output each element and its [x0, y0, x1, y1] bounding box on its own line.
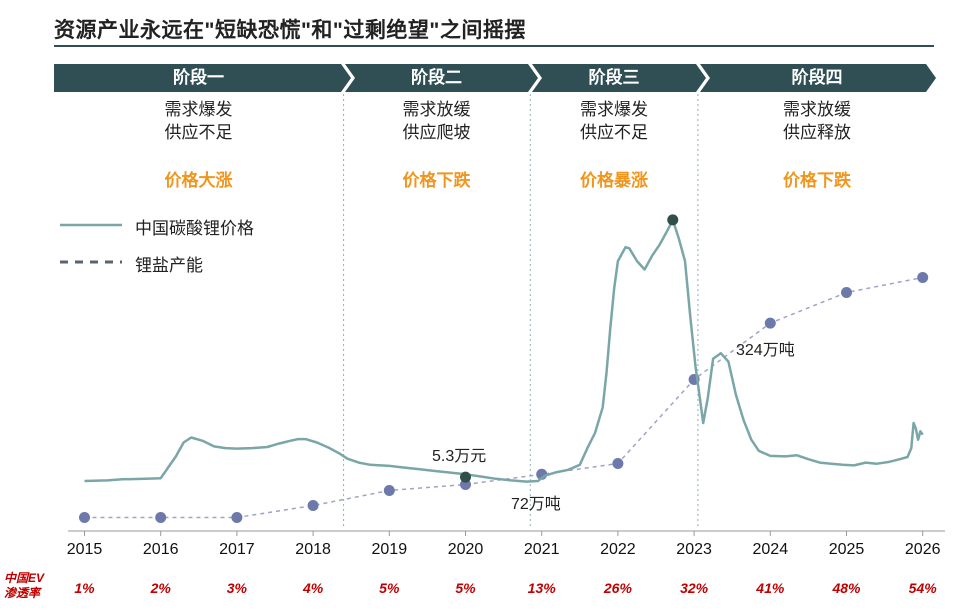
- x-tick-label-2020: 2020: [447, 541, 484, 558]
- x-tick-label-2017: 2017: [219, 541, 255, 558]
- ev-penetration-2020: 5%: [455, 580, 476, 596]
- x-tick-label-2023: 2023: [676, 541, 712, 558]
- ev-penetration-2024: 41%: [756, 580, 785, 596]
- x-tick-label-2016: 2016: [142, 541, 179, 558]
- ev-label-line2: 渗透率: [4, 586, 41, 600]
- phase-2-chevron: [345, 64, 538, 92]
- legend-capacity-label: 锂盐产能: [135, 256, 203, 275]
- phase-3-supply: 供应不足: [580, 123, 648, 142]
- phase-4-label: 阶段四: [791, 68, 843, 87]
- x-tick-label-2026: 2026: [904, 541, 941, 558]
- phase-4-price-trend: 价格下跌: [783, 171, 851, 190]
- ev-penetration-2015: 1%: [74, 580, 95, 596]
- phase-2-price-trend: 价格下跌: [402, 171, 471, 190]
- legend-price-label: 中国碳酸锂价格: [135, 219, 254, 238]
- ev-penetration-2026: 54%: [908, 580, 937, 596]
- phase-3-demand: 需求爆发: [580, 100, 648, 119]
- capacity-point-2025: [841, 287, 852, 298]
- phase-4-demand: 需求放缓: [783, 100, 851, 119]
- x-tick-label-2018: 2018: [295, 541, 331, 558]
- capacity-line: [84, 276, 923, 519]
- chart-title: 资源产业永远在"短缺恐慌"和"过剩绝望"之间摇摆: [54, 19, 526, 42]
- ev-penetration-2025: 48%: [832, 580, 861, 596]
- ev-penetration-2023: 32%: [680, 580, 709, 596]
- phase-1-chevron: [54, 64, 351, 92]
- ev-penetration-2019: 5%: [379, 580, 400, 596]
- price-series: [84, 214, 924, 483]
- capacity-series: [79, 272, 929, 523]
- phase-2-supply: 供应爬坡: [402, 123, 471, 142]
- annotation-price-low: 5.3万元: [432, 448, 487, 465]
- phase-1-supply: 供应不足: [164, 123, 233, 142]
- ev-penetration-label: 中国EV 渗透率: [4, 571, 68, 601]
- phase-4-chevron: [700, 64, 936, 92]
- phase-4-supply: 供应释放: [783, 123, 851, 142]
- phase-header-bar: [54, 64, 936, 92]
- ev-penetration-2018: 4%: [302, 580, 324, 596]
- capacity-point-2016: [155, 512, 167, 523]
- capacity-point-2022: [612, 458, 624, 469]
- x-tick-label-2021: 2021: [523, 541, 560, 558]
- phase-2-label: 阶段二: [411, 68, 462, 87]
- phase-boundaries: [343, 94, 699, 529]
- x-tick-label-2015: 2015: [66, 541, 103, 558]
- price-low-marker: [460, 471, 471, 483]
- phase-3-description: 需求爆发 供应不足: [530, 98, 698, 144]
- ev-penetration-2022: 26%: [603, 580, 632, 596]
- phase-3-price-trend: 价格暴涨: [580, 171, 648, 190]
- phase-2-demand: 需求放缓: [402, 100, 471, 119]
- phase-3-label: 阶段三: [588, 68, 640, 87]
- ev-penetration-2017: 3%: [226, 580, 247, 596]
- capacity-point-2024: [764, 317, 776, 329]
- capacity-point-2026: [917, 272, 929, 283]
- phase-1-description: 需求爆发 供应不足: [54, 98, 343, 144]
- capacity-point-2015: [79, 512, 90, 523]
- annotation-capacity-2021: 72万吨: [511, 496, 561, 513]
- phase-3-chevron: [532, 64, 706, 92]
- ev-penetration-2016: 2%: [150, 580, 171, 596]
- x-tick-label-2019: 2019: [371, 541, 408, 558]
- ev-label-line1: 中国EV: [4, 571, 45, 585]
- capacity-point-2017: [231, 512, 243, 523]
- ev-penetration-2021: 13%: [527, 580, 556, 596]
- phase-1-price-trend: 价格大涨: [164, 171, 233, 190]
- capacity-point-2018: [307, 500, 319, 511]
- price-peak-marker: [667, 214, 679, 226]
- phase-1-label: 阶段一: [173, 68, 224, 87]
- phase-2-description: 需求放缓 供应爬坡: [343, 98, 530, 144]
- x-tick-label-2022: 2022: [600, 541, 636, 558]
- title-divider: [54, 45, 934, 47]
- x-tick-label-2024: 2024: [752, 541, 789, 558]
- x-axis-ticks: [84, 531, 924, 536]
- x-tick-label-2025: 2025: [828, 541, 865, 558]
- legend-markers: [60, 223, 122, 264]
- phase-1-demand: 需求爆发: [164, 100, 233, 119]
- annotation-capacity-2023: 324万吨: [736, 342, 795, 359]
- phase-4-description: 需求放缓 供应释放: [698, 98, 936, 144]
- price-line: [84, 218, 924, 483]
- capacity-point-2019: [383, 485, 395, 496]
